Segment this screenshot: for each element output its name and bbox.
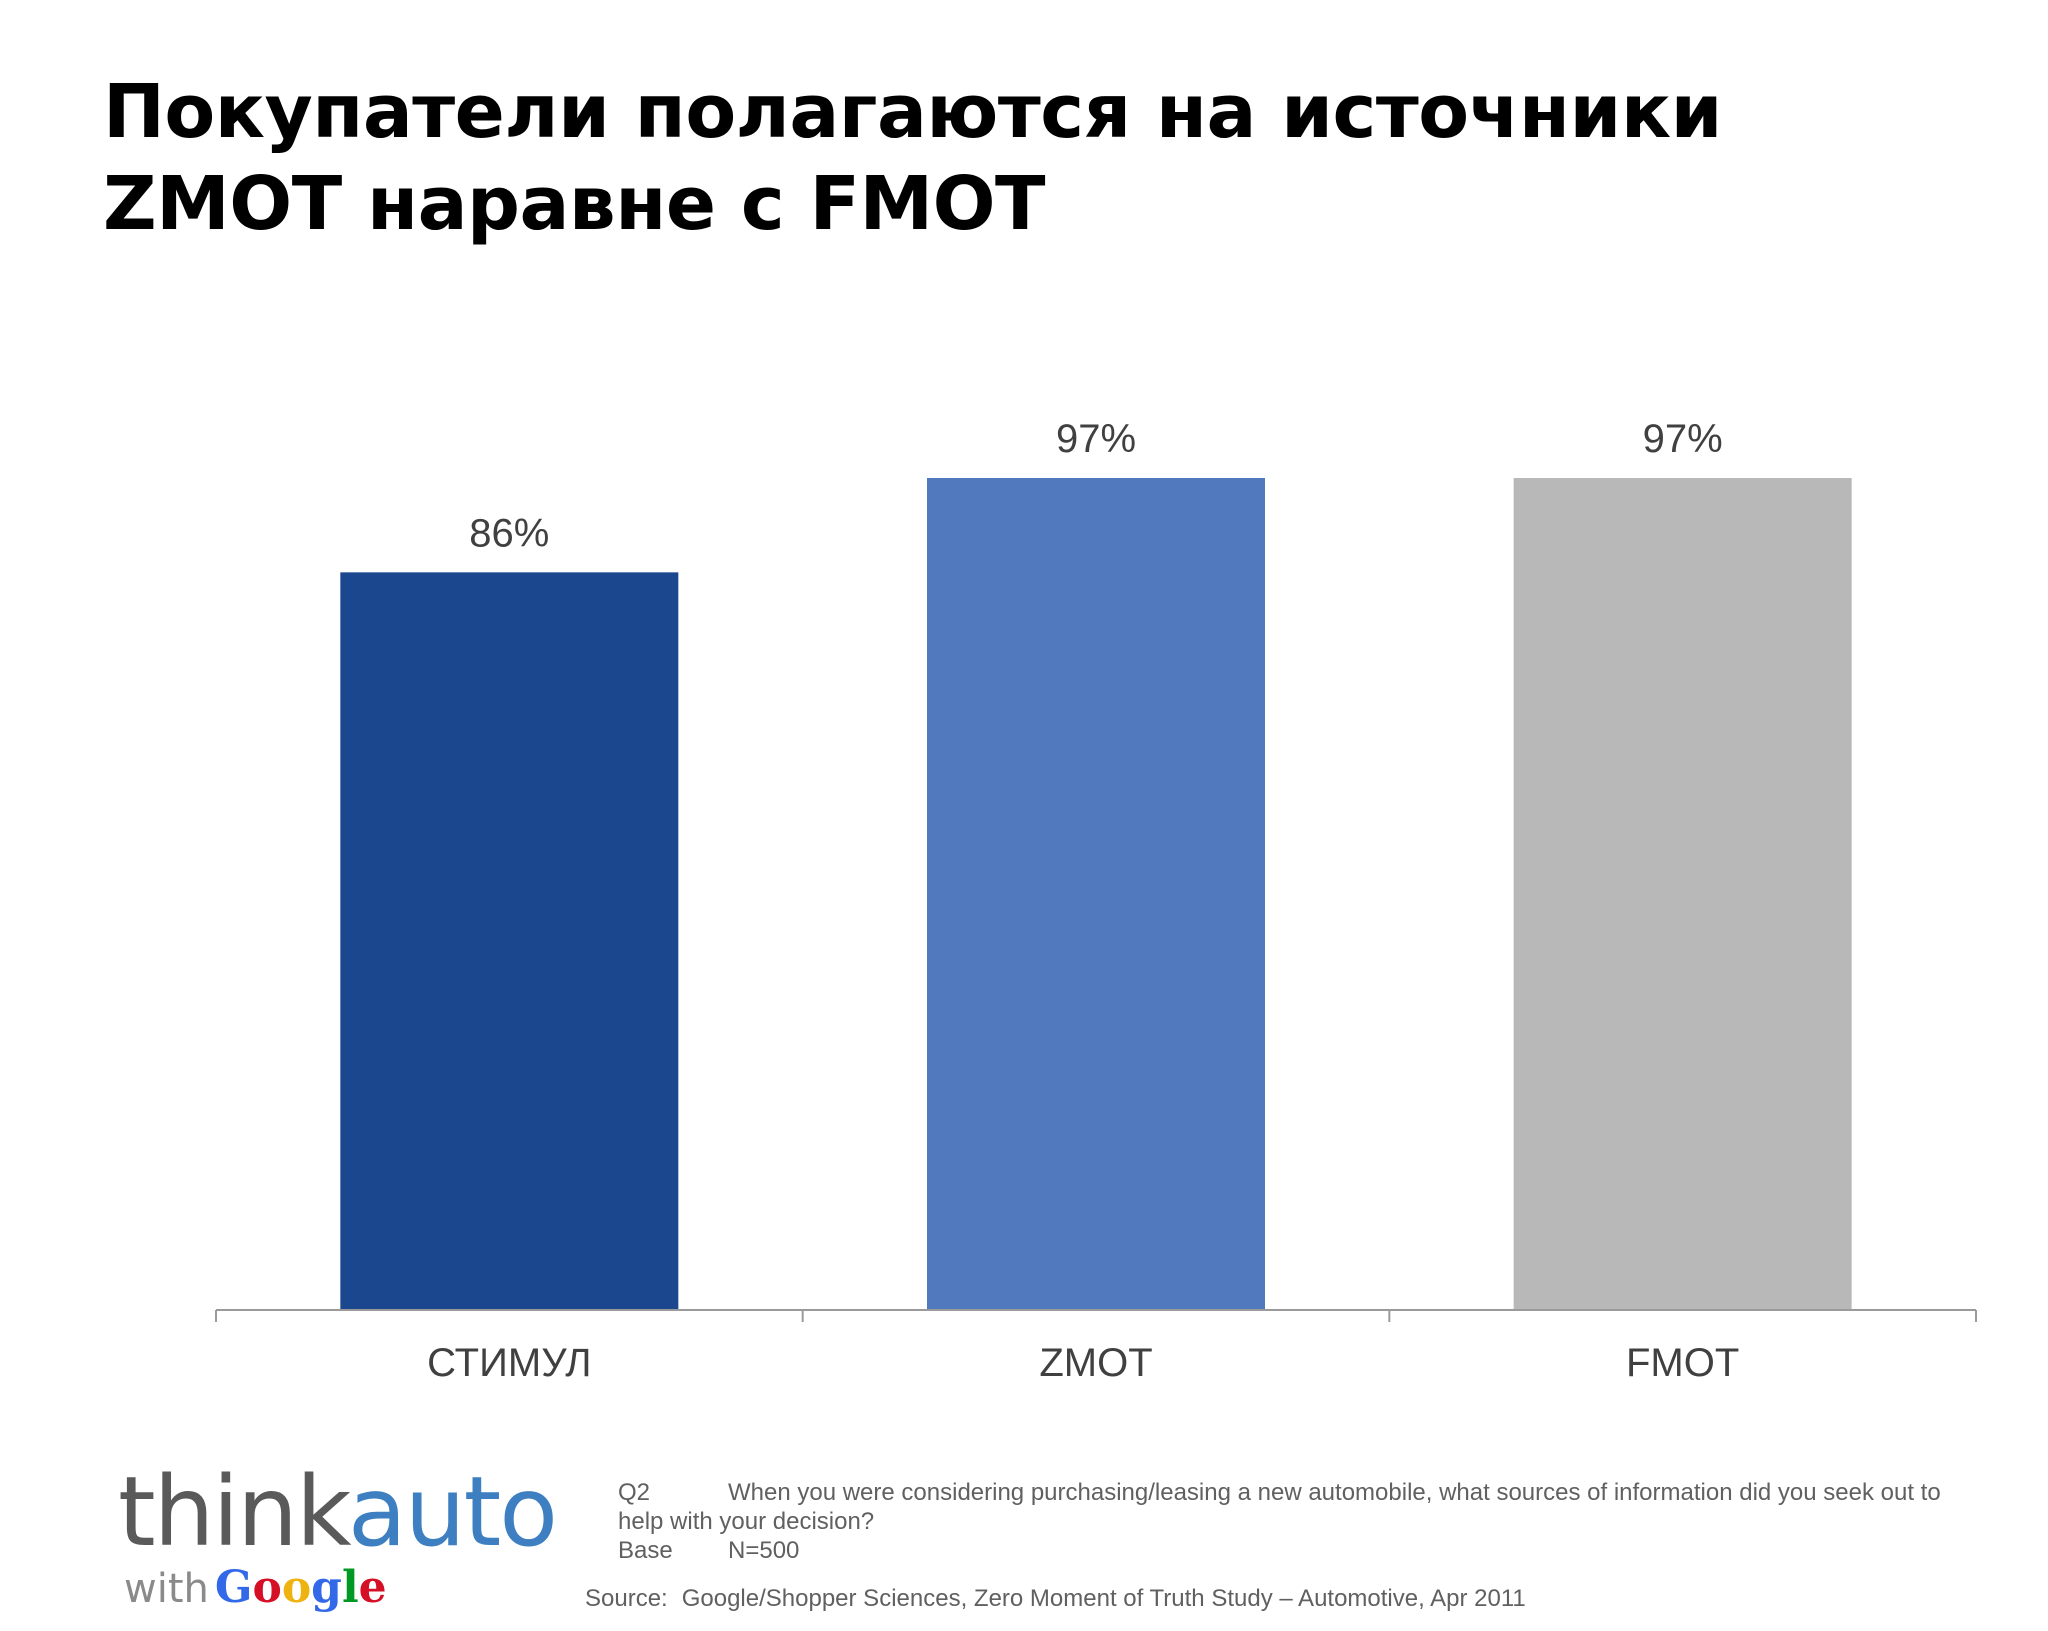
bar-value-label-1: 86% bbox=[469, 511, 549, 555]
google-letter-6: e bbox=[358, 1562, 387, 1613]
logo-with-google: with Google bbox=[124, 1564, 387, 1622]
logo-think-text: think bbox=[118, 1456, 350, 1568]
bar-2 bbox=[927, 478, 1265, 1310]
question-key: Q2 bbox=[618, 1479, 651, 1506]
google-letter-2: o bbox=[252, 1562, 282, 1613]
logo-with-text: with bbox=[124, 1566, 209, 1612]
page-title-line-2: ZMOT наравне с FMOT bbox=[103, 161, 1046, 247]
logo-auto-text: auto bbox=[347, 1456, 558, 1568]
source-value: Google/Shopper Sciences, Zero Moment of … bbox=[681, 1585, 1526, 1612]
base-row: Base N=500 bbox=[618, 1536, 1958, 1565]
category-labels-group: СТИМУЛ ZMOT FMOT bbox=[427, 1341, 1739, 1385]
base-value: N=500 bbox=[728, 1537, 800, 1564]
bar-1 bbox=[340, 572, 679, 1310]
x-axis bbox=[215, 1309, 1977, 1322]
value-labels-group: 86% 97% 97% bbox=[469, 417, 1722, 555]
source-note: Source: Google/Shopper Sciences, Zero Mom… bbox=[585, 1584, 1526, 1613]
thinkauto-logo: thinkauto with Google bbox=[118, 1462, 578, 1622]
source-key: Source: bbox=[585, 1585, 668, 1612]
category-label-2: ZMOT bbox=[1039, 1341, 1152, 1385]
page-title-line-1: Покупатели полагаются на источники bbox=[103, 69, 1723, 155]
bar-value-label-3: 97% bbox=[1643, 417, 1723, 461]
google-letter-4: g bbox=[311, 1562, 342, 1613]
bars-group bbox=[340, 478, 1852, 1310]
google-logo: Google bbox=[215, 1562, 387, 1613]
bar-chart: 86% 97% 97% СТИМУЛ ZMOT FMOT bbox=[215, 417, 1977, 1385]
base-key: Base bbox=[618, 1537, 673, 1564]
google-letter-3: o bbox=[281, 1562, 312, 1613]
google-letter-1: G bbox=[214, 1562, 253, 1613]
question-row: Q2 When you were considering purchasing/l… bbox=[618, 1478, 1958, 1536]
category-label-3: FMOT bbox=[1626, 1341, 1739, 1385]
category-label-1: СТИМУЛ bbox=[427, 1341, 591, 1385]
bar-value-label-2: 97% bbox=[1056, 417, 1136, 461]
bar-3 bbox=[1513, 478, 1852, 1310]
page-title: Покупатели полагаются на источники ZMOT … bbox=[103, 66, 1903, 250]
logo-wordmark: thinkauto bbox=[118, 1462, 558, 1562]
question-footnote: Q2 When you were considering purchasing/l… bbox=[618, 1478, 1958, 1565]
google-letter-5: l bbox=[341, 1562, 359, 1613]
question-text: When you were considering purchasing/lea… bbox=[618, 1479, 1941, 1535]
